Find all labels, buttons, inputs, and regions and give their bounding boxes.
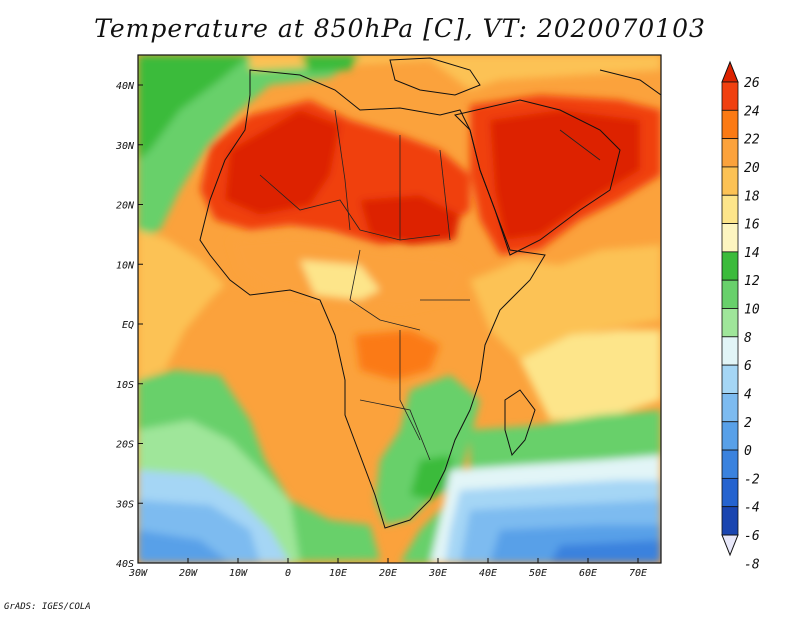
coastline xyxy=(199,57,661,529)
colorbar-swatch xyxy=(721,449,739,479)
colorbar-swatch xyxy=(721,166,739,196)
colorbar-label: 14 xyxy=(744,246,760,261)
lat-tick-label: 20S xyxy=(116,440,134,451)
colorbar-label: 12 xyxy=(744,274,760,289)
lat-tick-label: 20N xyxy=(116,201,135,212)
colorbar-label: 10 xyxy=(744,303,760,318)
lon-tick-label: 40E xyxy=(479,568,497,579)
colorbar-label: 18 xyxy=(744,189,760,204)
colorbar-swatch xyxy=(721,109,739,140)
lon-tick-label: 50E xyxy=(529,568,547,579)
lon-tick-label: 0 xyxy=(285,568,291,579)
colorbar-top-arrow xyxy=(721,60,739,83)
colorbar-swatch xyxy=(721,81,739,111)
colorbar-swatch xyxy=(721,194,739,224)
colorbar-swatch xyxy=(721,364,739,394)
colorbar-label: -2 xyxy=(744,472,760,487)
lat-tick-label: 10S xyxy=(116,380,134,391)
colorbar-swatch xyxy=(721,279,739,309)
colorbar-label: 6 xyxy=(744,359,752,374)
colorbar-swatch xyxy=(721,506,739,536)
lon-tick-label: 20E xyxy=(379,568,397,579)
colorbar-bottom-arrow xyxy=(721,534,739,557)
lat-tick-label: 30S xyxy=(115,499,134,510)
lon-tick-label: 30E xyxy=(428,568,447,579)
country-borders xyxy=(259,109,601,461)
colorbar-label: 26 xyxy=(744,76,760,91)
colorbar-label: -8 xyxy=(744,557,760,572)
colorbar-label: 22 xyxy=(744,133,760,148)
colorbar-label: 24 xyxy=(744,104,760,119)
colorbar-label: -6 xyxy=(744,529,760,544)
colorbar-label: 8 xyxy=(744,331,752,346)
lat-tick-label: 10N xyxy=(116,260,135,271)
colorbar-label: 20 xyxy=(744,161,760,176)
colorbar-swatch xyxy=(721,308,739,338)
lon-tick-label: 10E xyxy=(329,568,347,579)
longitude-axis: 30W 20W 10W 0 10E 20E 30E 40E 50E 60E 70E xyxy=(128,558,647,579)
colorbar-swatch xyxy=(721,251,739,281)
colorbar-label: 4 xyxy=(744,387,752,402)
colorbar-swatch xyxy=(721,393,739,423)
lon-tick-label: 20W xyxy=(179,568,198,579)
lon-tick-label: 10W xyxy=(229,568,248,579)
colorbar-swatch xyxy=(721,223,739,253)
lon-tick-label: 60E xyxy=(579,568,597,579)
colorbar-label: -4 xyxy=(744,501,760,516)
latitude-axis: 40N 30N 20N 10N EQ 10S 20S 30S 40S xyxy=(115,81,143,570)
lon-tick-label: 70E xyxy=(629,568,647,579)
temperature-field xyxy=(138,55,661,563)
colorbar-swatch xyxy=(721,421,739,451)
colorbar-swatch xyxy=(721,477,739,508)
lat-tick-label: EQ xyxy=(122,320,134,331)
grads-credit: GrADS: IGES/COLA xyxy=(4,602,91,612)
colorbar-label: 16 xyxy=(744,218,760,233)
lon-tick-label: 30W xyxy=(128,568,148,579)
lat-tick-label: 30N xyxy=(115,141,135,152)
lat-tick-label: 40S xyxy=(116,559,134,570)
colorbar-swatch xyxy=(721,138,739,168)
lat-tick-label: 40N xyxy=(116,81,135,92)
colorbar-label: 0 xyxy=(744,444,752,459)
colorbar-label: 2 xyxy=(744,416,752,431)
map-title: Temperature at 850hPa [C], VT: 202007010… xyxy=(94,14,706,43)
colorbar-swatch xyxy=(721,336,739,366)
map-frame xyxy=(137,54,662,564)
